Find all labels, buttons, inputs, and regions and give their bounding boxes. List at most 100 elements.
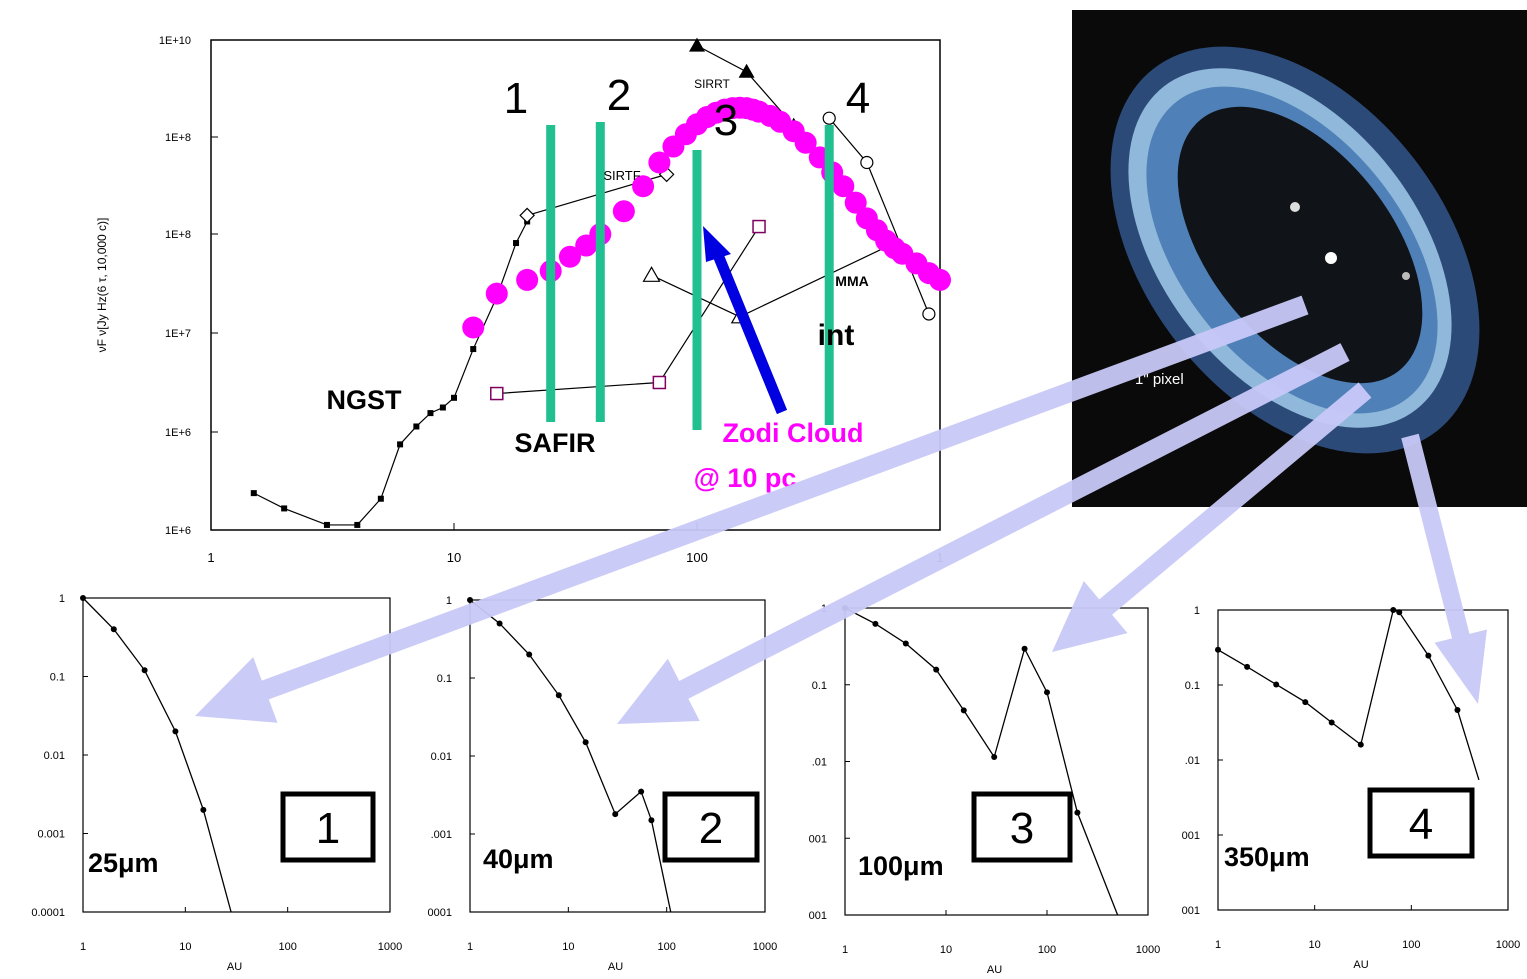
panel-data-point <box>612 811 619 818</box>
panel-number-box <box>971 791 1073 863</box>
panel-y-tick-label: 0.1 <box>437 673 452 685</box>
data-point <box>281 505 288 512</box>
dust-ring-hole <box>1177 106 1423 384</box>
panel-x-tick-label: 1 <box>842 944 848 956</box>
star-point-2 <box>1325 252 1337 264</box>
panel-data-point <box>1357 741 1364 748</box>
panel-data-point <box>1044 689 1050 696</box>
panel-y-tick-label: 001 <box>809 833 827 845</box>
panel-data-point <box>872 620 879 627</box>
panel-x-tick-label: 1000 <box>1496 939 1520 951</box>
series-line <box>253 221 528 526</box>
panel-data-point <box>526 651 533 658</box>
main-x-tick-label: 1 <box>207 550 214 565</box>
panel-x-tick-label: 10 <box>562 941 574 953</box>
band-bar-4 <box>824 125 834 425</box>
blue-arrow-shaft <box>710 247 788 415</box>
data-point <box>558 245 581 268</box>
panel-y-tick-label: 0.1 <box>812 680 827 692</box>
panel-data-point <box>991 753 998 760</box>
panel-data-point <box>1328 719 1335 726</box>
panel-y-tick-label: 1 <box>1194 605 1200 617</box>
annotation-sirrt: SIRRT <box>694 77 730 91</box>
panel-x-tick-label: 1 <box>80 941 86 953</box>
annotation-mma: MMA <box>835 273 868 289</box>
panel-data-point <box>648 817 655 824</box>
panel-number-label: 3 <box>1010 804 1034 853</box>
panel-y-tick-label: 0.1 <box>50 672 65 684</box>
panel-wavelength-label: 25μm <box>88 848 159 878</box>
panel-y-tick-label: 0.01 <box>44 750 65 762</box>
panel-y-tick-label: 001 <box>1182 905 1200 917</box>
data-point <box>490 386 504 401</box>
data-point <box>250 490 257 497</box>
annotation-3: 3 <box>714 96 738 145</box>
annotation-ngst: NGST <box>326 385 402 415</box>
data-point <box>738 63 755 78</box>
panel-data-point <box>200 806 207 813</box>
panel-data-point <box>1244 663 1251 670</box>
band-bar-3 <box>692 150 702 430</box>
data-point <box>397 441 404 448</box>
panel-data-point <box>110 626 117 633</box>
panel-x-tick-label: 1000 <box>378 941 402 953</box>
main-x-tick-label: 100 <box>686 550 708 565</box>
panel-number-box <box>280 791 376 863</box>
overlay-arrow-3 <box>1052 382 1372 652</box>
panel-data-point <box>141 667 148 674</box>
data-point <box>832 175 855 198</box>
overlay-arrow-2 <box>617 343 1350 724</box>
main-y-tick-label: 1E+7 <box>165 328 191 340</box>
data-point <box>794 131 817 154</box>
data-point <box>652 375 667 390</box>
overlay-arrows <box>195 226 1487 724</box>
panel-data-point <box>555 692 562 699</box>
panel-x-axis-label: AU <box>227 961 242 973</box>
panel-number-label: 2 <box>699 804 723 853</box>
panel-data-point <box>902 640 909 647</box>
panel-y-tick-label: .01 <box>1185 755 1200 767</box>
panel-data-point <box>1302 699 1309 706</box>
panel-x-tick-label: 100 <box>657 941 675 953</box>
panel-data-point <box>1454 707 1461 713</box>
data-point <box>922 307 936 321</box>
panel-data-point <box>1074 809 1081 816</box>
panel-y-tick-label: 001 <box>1182 830 1200 842</box>
data-point <box>642 266 661 282</box>
panel-wavelength-label: 350μm <box>1224 842 1310 872</box>
panel-data-point <box>582 739 589 746</box>
panel-y-tick-label: 0.0001 <box>31 907 65 919</box>
data-point <box>844 191 867 214</box>
series-zodi-cloud <box>462 96 951 339</box>
overlay-arrow-1 <box>195 295 1309 723</box>
panel-data-point <box>80 595 86 601</box>
panel-x-tick-label: 1000 <box>1136 944 1160 956</box>
panel-x-tick-label: 1 <box>1215 939 1221 951</box>
panel-number-box <box>1367 787 1475 859</box>
panel-curve <box>1217 609 1480 781</box>
panel-y-tick-label: .001 <box>431 829 452 841</box>
overlay-arrow-4 <box>1401 433 1487 704</box>
panel-data-point <box>1273 681 1280 688</box>
panel-data-point <box>467 597 473 603</box>
main-x-tick-label: 10 <box>447 550 461 565</box>
panel-2-chart: 1 0.1 0.01 .001 0001 1 10 100 1000 AU 40μm 2 <box>428 595 778 973</box>
data-point <box>470 346 477 353</box>
panel-x-axis-label: AU <box>1353 959 1368 971</box>
annotation-zodi-cloud: Zodi Cloud <box>723 418 864 448</box>
data-point <box>485 282 508 305</box>
data-point <box>689 37 705 52</box>
panel-wavelength-label: 40μm <box>483 844 554 874</box>
data-point <box>516 268 539 291</box>
panel-curve <box>82 597 232 913</box>
panel-x-tick-label: 10 <box>940 944 952 956</box>
panel-data-point <box>496 620 503 627</box>
main-y-tick-label: 1E+8 <box>165 229 191 241</box>
panel-curve <box>844 607 1119 916</box>
panel-x-tick-label: 1 <box>467 941 473 953</box>
panel-data-point <box>1425 652 1432 659</box>
panel-x-tick-label: 100 <box>1402 939 1420 951</box>
annotation-1: 1 <box>504 74 528 123</box>
annotation-sirtf: SIRTF <box>603 168 640 183</box>
